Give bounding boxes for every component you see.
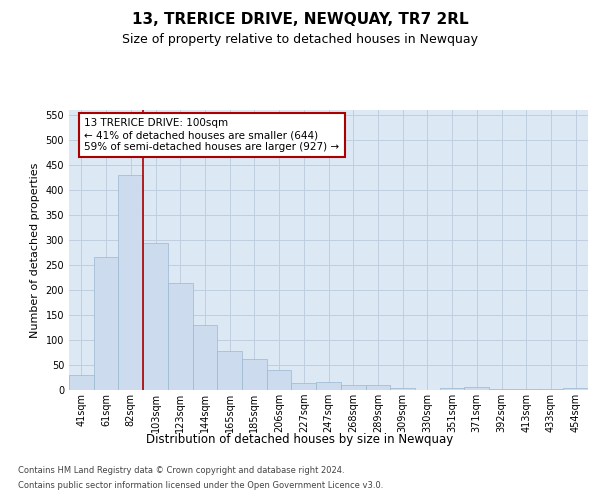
Bar (292, 382, 316, 390)
Bar (390, 388, 415, 390)
Bar (365, 385, 390, 390)
Bar (464, 387, 489, 390)
Bar (440, 388, 464, 390)
Bar (143, 242, 168, 390)
Text: Contains HM Land Registry data © Crown copyright and database right 2024.: Contains HM Land Registry data © Crown c… (18, 466, 344, 475)
Bar (69, 375, 94, 390)
Bar (316, 382, 341, 390)
Bar (563, 388, 588, 390)
Text: 13, TRERICE DRIVE, NEWQUAY, TR7 2RL: 13, TRERICE DRIVE, NEWQUAY, TR7 2RL (131, 12, 469, 28)
Text: Distribution of detached houses by size in Newquay: Distribution of detached houses by size … (146, 432, 454, 446)
Bar (94, 256, 118, 390)
Bar (514, 389, 539, 390)
Bar (168, 282, 193, 390)
Text: Contains public sector information licensed under the Open Government Licence v3: Contains public sector information licen… (18, 481, 383, 490)
Text: 13 TRERICE DRIVE: 100sqm
← 41% of detached houses are smaller (644)
59% of semi-: 13 TRERICE DRIVE: 100sqm ← 41% of detach… (85, 118, 340, 152)
Text: Size of property relative to detached houses in Newquay: Size of property relative to detached ho… (122, 32, 478, 46)
Bar (539, 388, 563, 390)
Bar (118, 175, 143, 390)
Bar (242, 359, 267, 390)
Bar (267, 370, 292, 390)
Bar (489, 388, 514, 390)
Y-axis label: Number of detached properties: Number of detached properties (30, 162, 40, 338)
Bar (217, 351, 242, 390)
Bar (341, 385, 365, 390)
Bar (193, 325, 217, 390)
